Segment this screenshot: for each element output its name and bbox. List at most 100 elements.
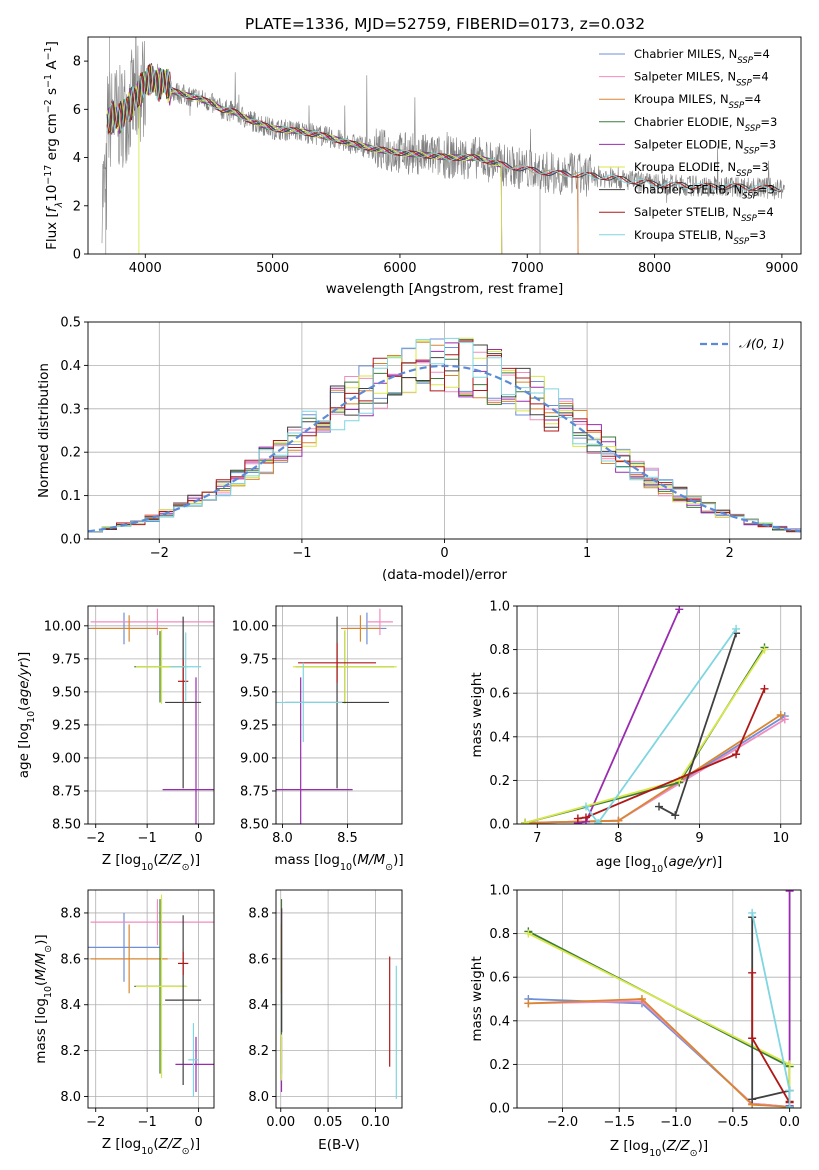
axes-frame: [87, 321, 802, 540]
label-part: ⊙: [690, 1148, 698, 1159]
axes-frame: [87, 36, 802, 255]
observed-spectrum: [101, 37, 785, 254]
label-part: −1: [43, 46, 54, 60]
label-part: λ: [54, 202, 65, 209]
legend-main: Chabrier MILES, N: [634, 47, 737, 61]
errorbar-cross: [188, 1023, 199, 1097]
label-part: s: [44, 88, 60, 99]
weight-marker: [785, 1086, 794, 1095]
model-spectrum-line: [106, 67, 782, 192]
weight-marker: [573, 814, 582, 823]
legend-entry: 𝒩(0, 1): [739, 336, 785, 351]
x-tick-label: −2.0: [547, 1115, 579, 1130]
axes-frame: [87, 889, 215, 1109]
legend-main: Kroupa ELODIE, N: [634, 160, 736, 174]
plot-area: [88, 337, 801, 533]
label-part: 10: [649, 1148, 661, 1159]
label-part: )]: [33, 934, 49, 945]
weight-series: [748, 968, 794, 1107]
axes-mass_vs_ebv: 0.00 0.05 0.10 8.0 8.2 8.4 8.6 8.8 E(B-V): [248, 889, 403, 1153]
ticks: 4000 5000 6000 7000 8000 9000 0 2 4 6 8: [73, 55, 799, 276]
errorbar-cross: [90, 899, 214, 946]
y-axis-label: mass [log10(M/M⊙)]: [33, 934, 54, 1063]
x-tick-label: 7: [533, 831, 541, 846]
label-part: Z/Z: [158, 1136, 183, 1152]
y-tick-label: 8.4: [248, 998, 269, 1013]
x-axis-label: Z [log10(Z/Z⊙)]: [102, 1136, 200, 1157]
y-tick-label: 8.75: [240, 784, 269, 799]
label-part: (: [663, 854, 668, 870]
x-tick-label: −1: [292, 546, 311, 561]
legend-sub: SSP: [745, 124, 761, 134]
legend: 𝒩(0, 1): [700, 336, 785, 351]
y-tick-label: 8.6: [60, 952, 81, 967]
weight-marker: [675, 606, 684, 614]
weight-series: [521, 711, 785, 824]
weight-marker: [748, 908, 757, 917]
y-tick-label: 0.1: [60, 489, 81, 504]
axes-frame: [516, 605, 802, 825]
plot-area: [101, 37, 785, 254]
label-part: Z [log: [102, 852, 141, 868]
x-axis-label: mass [log10(M/M⊙)]: [274, 852, 403, 873]
weight-marker: [732, 750, 741, 759]
x-tick-label: 8.5: [337, 831, 358, 846]
weight-marker: [581, 813, 590, 822]
y-tick-label: 0.2: [489, 774, 510, 789]
weight-marker: [637, 995, 646, 1003]
y-tick-label: 9.25: [240, 718, 269, 733]
label-part: mass [log: [274, 852, 340, 868]
y-tick-label: 0.4: [489, 1014, 510, 1029]
legend-main: Salpeter MILES, N: [634, 70, 736, 84]
ticks: 8.0 8.5 8.50 8.75 9.00 9.25 9.50 9.75 10.00: [232, 619, 358, 846]
weight-series: [521, 643, 769, 824]
weight-marker: [785, 890, 794, 896]
model-spectrum-line: [106, 63, 503, 254]
y-tick-label: 0.4: [60, 359, 81, 374]
x-tick-label: −1: [138, 831, 157, 846]
errorbar-cross: [178, 951, 189, 975]
weight-marker: [748, 968, 757, 977]
weight-line: [525, 718, 786, 824]
legend-entry: Kroupa ELODIE, NSSP=3: [634, 160, 769, 179]
ticks: 0.00 0.05 0.10 8.0 8.2 8.4 8.6 8.8: [248, 906, 390, 1130]
weight-marker: [748, 1034, 757, 1043]
y-axis-label: mass weight: [469, 672, 485, 757]
axes-frame: [87, 605, 215, 825]
errorbar-cross: [90, 608, 214, 636]
y-tick-label: 8.2: [60, 1044, 81, 1059]
legend-main: Salpeter STELIB, N: [634, 205, 741, 219]
weight-series: [581, 624, 741, 824]
label-part: age [log: [16, 723, 32, 778]
x-tick-label: −1: [138, 1115, 157, 1130]
label-part: Z/Z: [158, 852, 183, 868]
weight-series: [748, 908, 794, 1108]
label-part: 10: [141, 862, 153, 873]
y-tick-label: 2: [73, 199, 81, 214]
x-tick-label: 8.0: [272, 831, 293, 846]
label-part: erg cm: [44, 113, 60, 164]
legend-entry: Chabrier MILES, NSSP=4: [634, 47, 770, 66]
axes-frame: [516, 889, 802, 1109]
plot-area: [88, 894, 214, 1097]
y-tick-label: 4: [73, 151, 81, 166]
label-part: −2: [43, 99, 54, 113]
weight-series: [521, 715, 789, 824]
weight-marker: [581, 802, 590, 811]
x-tick-label: 6000: [383, 261, 416, 276]
legend-sub: SSP: [736, 169, 752, 179]
label-part: f: [44, 205, 60, 212]
label-part: Z [log: [102, 1136, 141, 1152]
y-tick-label: 6: [73, 103, 81, 118]
y-tick-label: 8.8: [248, 906, 269, 921]
legend-sub: SSP: [742, 192, 758, 202]
legend-tail: =3: [759, 137, 776, 151]
grid: [276, 890, 402, 1108]
model-spectrum-line: [106, 64, 579, 254]
label-part: )]: [16, 652, 32, 663]
x-tick-label: 0.0: [779, 1115, 800, 1130]
legend-entry: Kroupa MILES, NSSP=4: [634, 92, 761, 111]
axes-age_vs_Z: −2 −1 0 8.50 8.75 9.00 9.25 9.50 9.75 10.00 Z [log…: [16, 605, 215, 873]
y-tick-label: 8.0: [248, 1090, 269, 1105]
legend-main: Kroupa MILES, N: [634, 92, 729, 106]
